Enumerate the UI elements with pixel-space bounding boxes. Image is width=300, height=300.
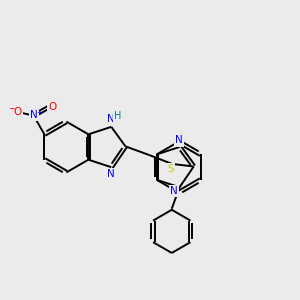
Text: H: H	[114, 111, 122, 122]
Text: −: −	[8, 104, 15, 113]
Text: N: N	[107, 114, 115, 124]
Text: O: O	[48, 102, 57, 112]
Text: O: O	[14, 107, 22, 117]
Text: S: S	[167, 164, 174, 174]
Text: N: N	[170, 186, 178, 196]
Text: N: N	[175, 135, 183, 146]
Text: +: +	[36, 108, 42, 117]
Text: N: N	[30, 110, 38, 120]
Text: N: N	[107, 169, 115, 179]
